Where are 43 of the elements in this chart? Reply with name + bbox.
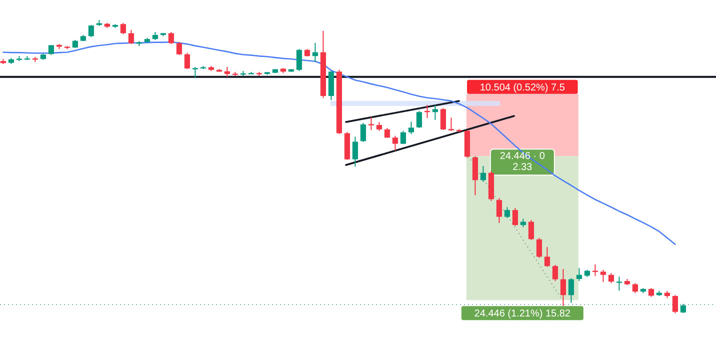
candlestick [224, 66, 230, 78]
candlestick [360, 122, 366, 143]
candlestick [312, 42, 318, 62]
annotation: 24.446 · 0 [500, 151, 546, 162]
candlestick [184, 52, 190, 70]
candlestick [496, 198, 502, 224]
candlestick [680, 303, 686, 314]
candlestick [552, 264, 558, 282]
candlestick [408, 121, 414, 135]
candlestick [536, 237, 542, 258]
candlestick [88, 24, 94, 38]
candlestick [560, 268, 566, 306]
candlestick [576, 268, 582, 282]
candlestick [440, 107, 446, 130]
candlestick [416, 110, 422, 128]
candlestick [600, 269, 606, 282]
candlestick [384, 127, 390, 138]
candlestick [480, 166, 486, 182]
candlestick [128, 29, 134, 45]
candlestick [544, 246, 550, 268]
candlestick [672, 294, 678, 314]
candlestick [120, 22, 126, 35]
candlestick [432, 104, 438, 121]
candlestick [568, 278, 574, 304]
candlestick [352, 136, 358, 168]
candlestick [528, 220, 534, 240]
candlestick [168, 32, 174, 45]
candlestick [472, 156, 478, 196]
band-label: 10.504 (0.52%) 7.5 [480, 82, 566, 94]
candlestick [616, 276, 622, 292]
candlestick [296, 48, 302, 72]
candlestick [632, 282, 638, 294]
annotation: 2.33 [512, 162, 533, 174]
candlestick [448, 117, 454, 132]
candlestick [400, 130, 406, 145]
candlestick [368, 116, 374, 130]
candlestick [192, 66, 198, 78]
candlestick [504, 206, 510, 218]
candlestick [176, 42, 182, 56]
candlestick [512, 208, 518, 226]
candlestick [392, 135, 398, 152]
band-label: 24.446 (1.21%) 15.82 [474, 308, 571, 320]
candlestick [608, 272, 614, 284]
